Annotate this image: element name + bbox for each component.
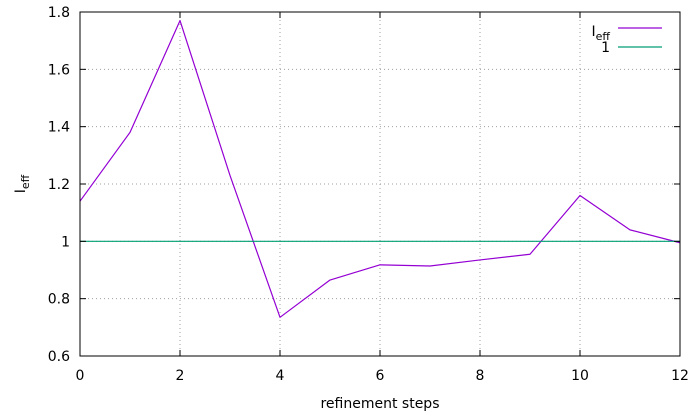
x-tick-label: 12 (671, 368, 689, 384)
x-tick-label: 8 (476, 368, 485, 384)
y-axis-label-main: I (13, 189, 29, 193)
x-tick-label: 10 (571, 368, 589, 384)
x-tick-label: 0 (76, 368, 85, 384)
legend: Ieff 1 (592, 24, 662, 56)
x-tick-label: 6 (376, 368, 385, 384)
series-line-ieff (79, 20, 681, 318)
y-axis-label-sub: eff (19, 174, 32, 189)
y-tick-label: 1.8 (48, 5, 70, 21)
axis-ticks (79, 11, 681, 357)
x-tick-label: 4 (276, 368, 285, 384)
y-tick-label: 1.2 (48, 177, 70, 193)
legend-label-ieff: Ieff (592, 24, 611, 43)
grid (80, 12, 680, 356)
legend-label-ieff-main: I (592, 24, 596, 40)
y-tick-label: 1 (61, 234, 70, 250)
y-axis-label: Ieff (13, 174, 32, 193)
x-tick-label: 2 (176, 368, 185, 384)
x-axis-label: refinement steps (320, 396, 439, 412)
y-tick-label: 0.8 (48, 292, 70, 308)
tick-labels: 0 2 4 6 8 10 12 0.6 0.8 1 1.2 1.4 1.6 1.8 (48, 5, 689, 384)
y-axis-label-text: Ieff (13, 174, 32, 193)
series-layer (79, 20, 681, 318)
y-tick-label: 1.4 (48, 120, 70, 136)
legend-label-one: 1 (601, 40, 610, 56)
legend-label-ieff-sub: eff (596, 30, 611, 43)
y-tick-label: 0.6 (48, 349, 70, 365)
y-tick-label: 1.6 (48, 62, 70, 78)
